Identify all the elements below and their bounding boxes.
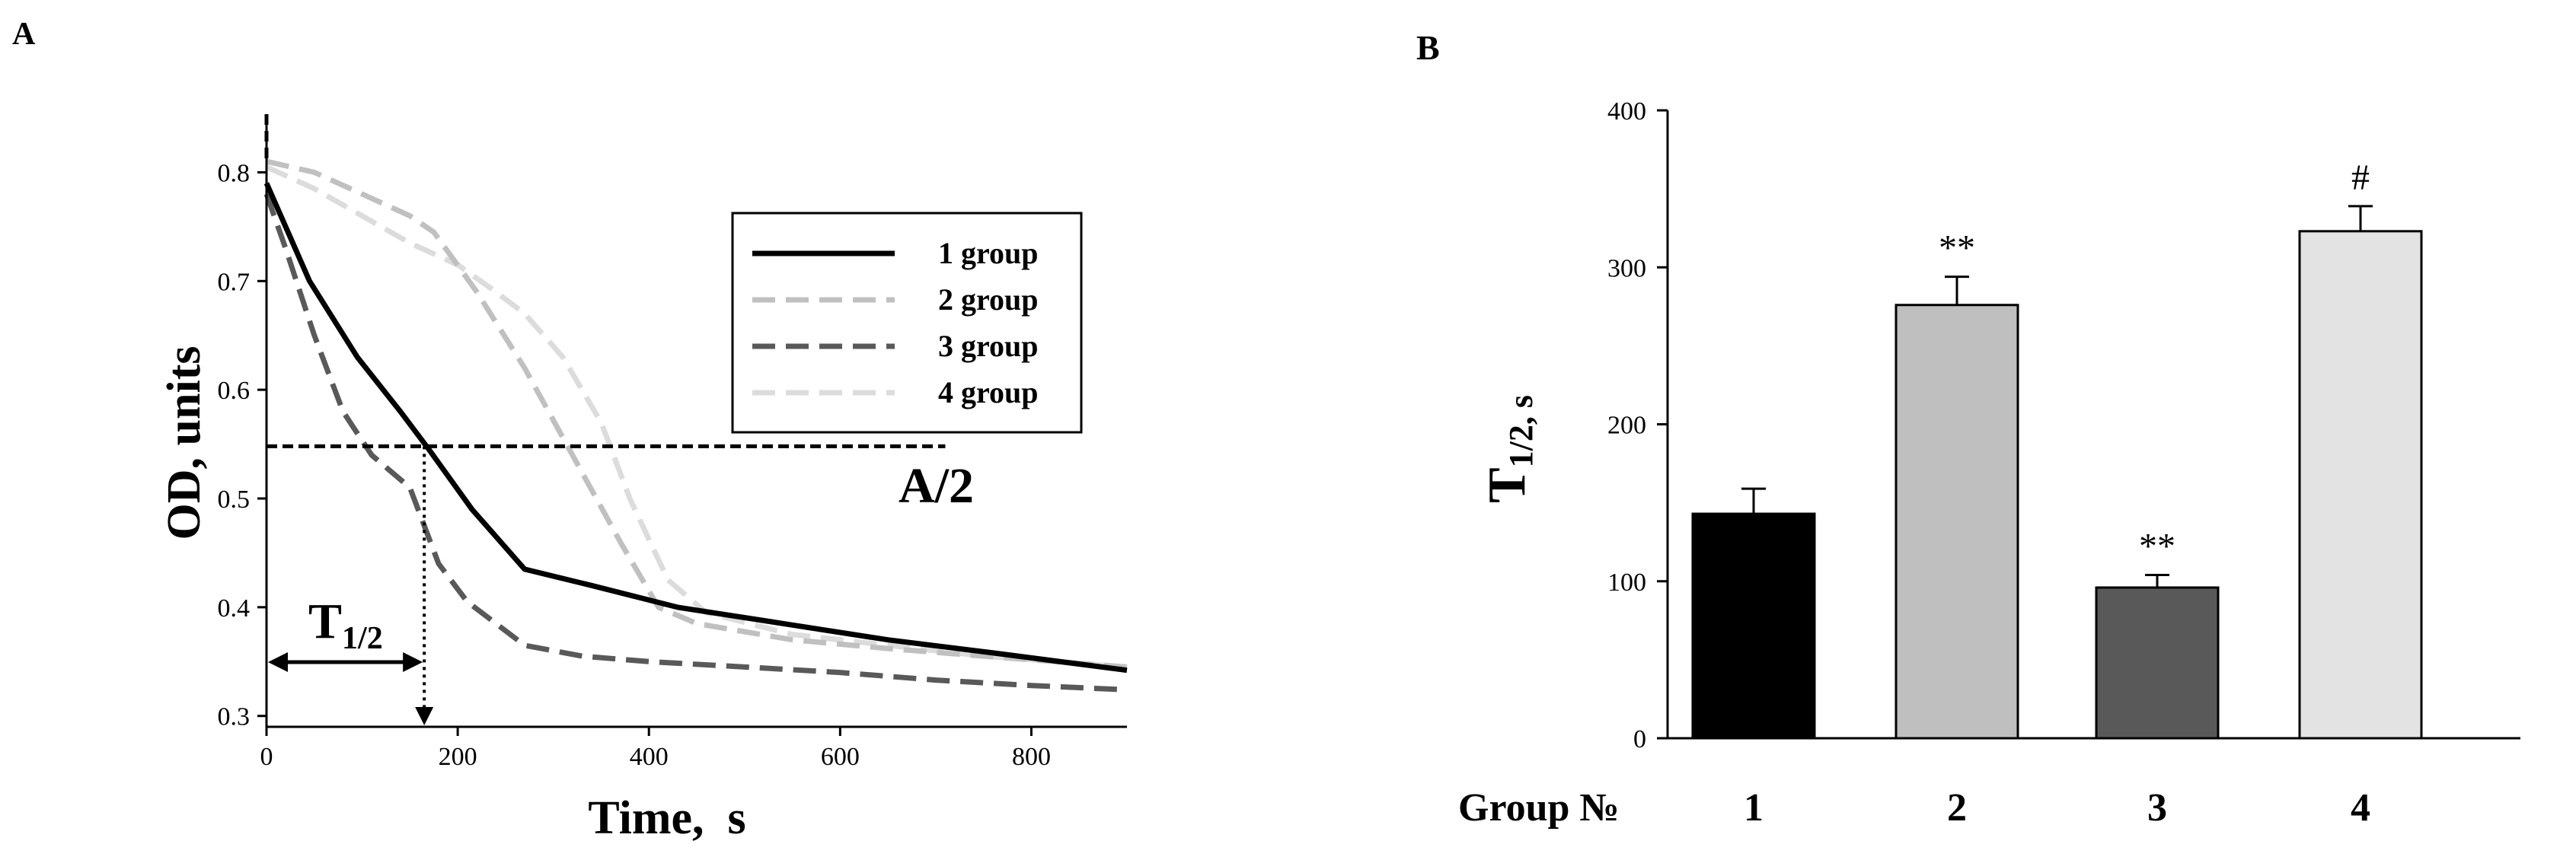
bar-group-1 bbox=[1691, 512, 1816, 740]
y-tick-label: 0 bbox=[1633, 725, 1646, 753]
panel-a-axes: 0 200 400 600 800 0.3 0.4 0.5 0.6 0.7 0.8 bbox=[218, 114, 1127, 771]
significance-marker: ** bbox=[1939, 228, 1975, 269]
panel-b-y-axis-label-sub: 1/2, s bbox=[1502, 395, 1540, 467]
y-tick-label: 0.8 bbox=[218, 159, 251, 187]
legend-entry-label: 3 group bbox=[938, 329, 1039, 363]
panel-b-bars: 1 ** 2 ** 3 #4 bbox=[1691, 158, 2423, 830]
panel-b-y-axis-label: T1/2, s bbox=[1478, 395, 1540, 503]
panel-a-x-axis-label: Time, s bbox=[588, 792, 745, 844]
panel-a-legend: 1 group 2 group 3 group 4 group bbox=[731, 212, 1083, 434]
series-line-2-group bbox=[266, 158, 1128, 670]
panel-a-annotations: A/2 T1/2 bbox=[267, 444, 974, 725]
half-amplitude-label: A/2 bbox=[899, 458, 974, 514]
series-line-3-group bbox=[263, 193, 1128, 693]
x-tick-label: 800 bbox=[1012, 743, 1051, 771]
x-category-label: 1 bbox=[1744, 786, 1764, 830]
x-tick-label: 200 bbox=[439, 743, 477, 771]
panel-b-axes: 0 100 200 300 400 bbox=[1607, 97, 2520, 753]
x-tick-label: 400 bbox=[630, 743, 669, 771]
panel-b-x-axis-label: Group № bbox=[1458, 786, 1620, 830]
legend-entry-label: 4 group bbox=[938, 375, 1039, 409]
bar-group-2 bbox=[1894, 304, 2019, 740]
series-line-1-group bbox=[263, 182, 1128, 674]
x-category-label: 4 bbox=[2351, 786, 2370, 830]
y-tick-label: 0.6 bbox=[218, 377, 251, 405]
panel-b-y-axis-label-main: T bbox=[1478, 467, 1537, 503]
y-tick-label: 100 bbox=[1607, 569, 1646, 597]
x-tick-label: 600 bbox=[821, 743, 860, 771]
bar-group-4 bbox=[2298, 230, 2423, 740]
interval-right-arrowhead bbox=[403, 652, 423, 672]
panel-b-bar-chart: 1 ** 2 ** 3 #4 0 100 200 300 400 Group № T1/2, s bbox=[1458, 97, 2520, 830]
y-tick-label: 300 bbox=[1607, 254, 1646, 282]
legend-entry-label: 1 group bbox=[938, 236, 1039, 270]
significance-marker: # bbox=[2351, 158, 2370, 198]
t-half-label-main: T bbox=[308, 594, 342, 649]
bar-group-3 bbox=[2095, 586, 2220, 740]
series-line-4-group bbox=[265, 164, 1128, 670]
t-half-down-arrowhead bbox=[415, 707, 434, 725]
x-tick-label: 0 bbox=[260, 743, 273, 771]
significance-marker: ** bbox=[2139, 527, 2175, 567]
panel-a-series bbox=[263, 158, 1128, 693]
panel-a-label: A bbox=[12, 17, 36, 52]
y-tick-label: 0.4 bbox=[218, 594, 251, 623]
legend-entry-label: 2 group bbox=[938, 282, 1039, 317]
legend-box bbox=[731, 212, 1083, 434]
interval-left-arrowhead bbox=[268, 652, 288, 672]
y-tick-label: 0.3 bbox=[218, 703, 251, 731]
t-half-label-sub: 1/2 bbox=[342, 621, 383, 656]
x-category-label: 2 bbox=[1947, 786, 1967, 830]
x-category-label: 3 bbox=[2147, 786, 2167, 830]
y-tick-label: 400 bbox=[1607, 97, 1646, 126]
panel-a-y-axis-label: OD, units bbox=[158, 346, 210, 540]
y-tick-label: 200 bbox=[1607, 412, 1646, 440]
panel-b-label: B bbox=[1416, 28, 1440, 67]
y-tick-label: 0.5 bbox=[218, 486, 251, 514]
y-tick-label: 0.7 bbox=[218, 268, 251, 296]
t-half-label: T1/2 bbox=[308, 594, 383, 656]
